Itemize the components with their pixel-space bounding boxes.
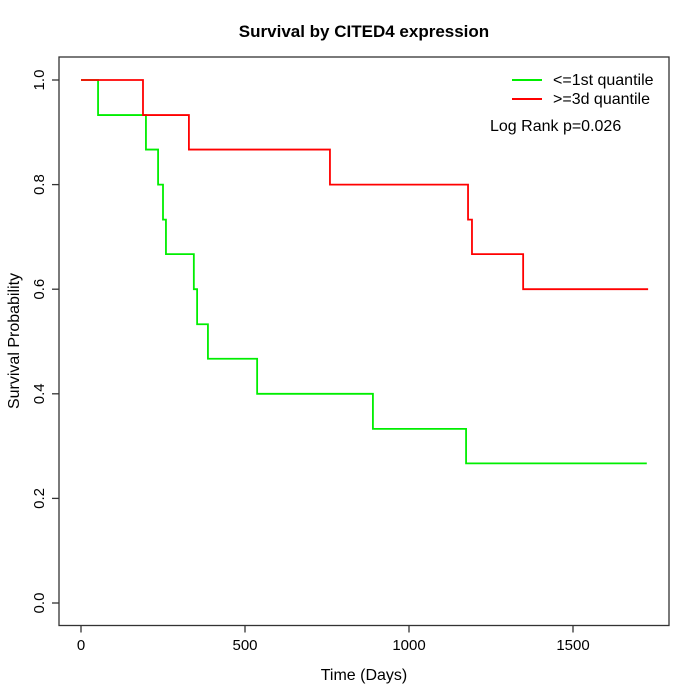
survival-curve-0 [81,79,647,465]
legend-label-group2: >=3d quantile [553,91,650,108]
y-tick-label: 0.4 [31,383,48,404]
x-tick-label: 500 [232,637,257,654]
y-axis: 0.0 0.2 0.4 0.6 0.8 1.0 [31,70,59,614]
y-tick-label: 0.6 [31,279,48,300]
log-rank-annotation: Log Rank p=0.026 [490,118,621,135]
x-tick-label: 1000 [392,637,425,654]
x-axis: 0 500 1000 1500 [77,625,590,654]
y-tick-label: 0.0 [31,593,48,614]
survival-curves [81,79,649,465]
chart-title: Survival by CITED4 expression [239,22,489,41]
y-axis-label: Survival Probability [6,273,23,409]
x-tick-label: 1500 [556,637,589,654]
legend: <=1st quantile >=3d quantile Log Rank p=… [490,72,654,135]
y-tick-label: 0.2 [31,488,48,509]
x-tick-label: 0 [77,637,85,654]
y-tick-label: 0.8 [31,174,48,195]
y-tick-label: 1.0 [31,70,48,91]
survival-curve-1 [81,79,649,291]
legend-label-group1: <=1st quantile [553,72,654,89]
x-axis-label: Time (Days) [321,667,408,684]
plot-box [58,56,670,627]
